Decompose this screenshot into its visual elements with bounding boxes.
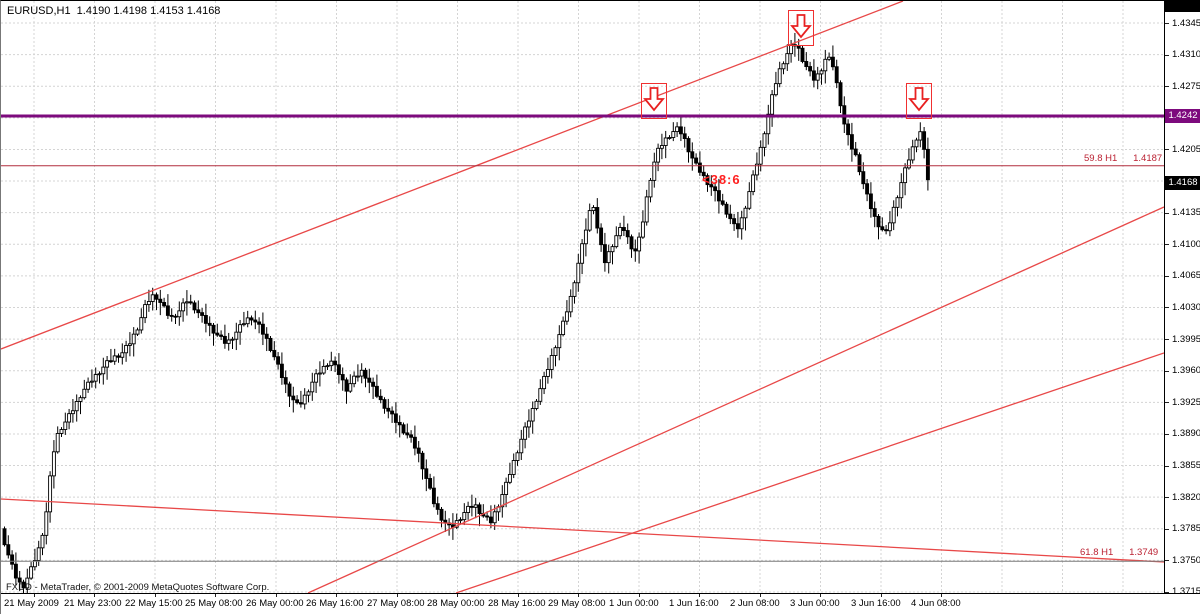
- time-axis-label: 2 Jun 08:00: [730, 598, 780, 609]
- time-axis-label: 26 May 00:00: [246, 598, 304, 609]
- price-axis-tick: [1165, 497, 1169, 499]
- price-axis-label: 1.4310: [1172, 49, 1200, 61]
- gridlines: [1, 1, 1164, 593]
- time-axis-label: 21 May 23:00: [64, 598, 122, 609]
- price-axis-label: 1.4030: [1172, 301, 1200, 313]
- time-axis-label: 3 Jun 00:00: [790, 598, 840, 609]
- price-axis-label: 1.4345: [1172, 17, 1200, 29]
- symbol-ohlc-readout: EURUSD,H1 1.4190 1.4198 1.4153 1.4168: [7, 5, 221, 17]
- trendline-mid-rising[interactable]: [455, 352, 1164, 593]
- time-axis[interactable]: 21 May 2009 21 May 23:00 22 May 15:00 25 Ma…: [1, 594, 1200, 614]
- price-axis-tick: [1165, 244, 1169, 246]
- trendline-lower-channel[interactable]: [307, 206, 1164, 593]
- price-axis-tick: [1165, 339, 1169, 341]
- time-axis-tick: [457, 594, 458, 597]
- down-arrow-marker[interactable]: [641, 83, 667, 124]
- time-axis-tick: [881, 594, 882, 597]
- price-axis-tick: [1165, 528, 1169, 530]
- time-axis-label: 4 Jun 08:00: [911, 598, 961, 609]
- price-axis[interactable]: 1.43451.43101.42751.42401.42051.41701.41…: [1164, 1, 1200, 597]
- price-axis-label: 1.4065: [1172, 270, 1200, 282]
- time-axis-tick: [336, 594, 337, 597]
- price-axis-label: 1.4205: [1172, 143, 1200, 155]
- copyright-text: FXDD - MetaTrader, © 2001-2009 MetaQuote…: [6, 582, 270, 593]
- price-axis-tick: [1165, 402, 1169, 404]
- time-axis-label: 27 May 08:00: [367, 598, 425, 609]
- price-axis-tick: [1165, 54, 1169, 56]
- time-axis-label: 25 May 08:00: [185, 598, 243, 609]
- price-axis-tick: [1165, 307, 1169, 309]
- price-axis-label: 1.3890: [1172, 428, 1200, 440]
- time-axis-tick: [578, 594, 579, 597]
- chart-annotation-text[interactable]: <38:6: [702, 172, 741, 187]
- price-axis-label: 1.4100: [1172, 238, 1200, 250]
- time-axis-tick: [215, 594, 216, 597]
- price-axis-tick: [1165, 86, 1169, 88]
- price-chart-plot[interactable]: [1, 1, 1164, 593]
- time-axis-tick: [820, 594, 821, 597]
- time-axis-label: 28 May 16:00: [488, 598, 546, 609]
- candlestick-series: [2, 32, 930, 593]
- time-axis-label: 29 May 08:00: [548, 598, 606, 609]
- price-axis-tick: [1165, 433, 1169, 435]
- time-axis-tick: [699, 594, 700, 597]
- fib-level-label-59-8: 59.8 H1 1.4187: [1084, 153, 1163, 164]
- trendline-descending[interactable]: [1, 498, 1164, 563]
- time-axis-label: 22 May 15:00: [125, 598, 183, 609]
- price-axis-label: 1.3750: [1172, 554, 1200, 566]
- down-arrow-marker[interactable]: [788, 10, 814, 51]
- time-axis-tick: [518, 594, 519, 597]
- current-price-badge: 1.4168: [1165, 175, 1200, 190]
- price-axis-tick: [1165, 591, 1169, 593]
- time-axis-tick: [397, 594, 398, 597]
- trendline-upper-channel[interactable]: [1, 1, 904, 350]
- time-axis-tick: [639, 594, 640, 597]
- fib-level-label-61-8: 61.8 H1 1.3749: [1080, 547, 1159, 558]
- price-axis-tick: [1165, 275, 1169, 277]
- price-axis-label: 1.4275: [1172, 80, 1200, 92]
- time-axis-label: 1 Jun 16:00: [669, 598, 719, 609]
- time-axis-tick: [155, 594, 156, 597]
- time-axis-label: 3 Jun 16:00: [851, 598, 901, 609]
- time-axis-label: 1 Jun 00:00: [609, 598, 659, 609]
- chart-bottom-border: [1, 593, 1200, 594]
- price-axis-tick: [1165, 23, 1169, 24]
- time-axis-tick: [941, 594, 942, 597]
- price-axis-tick: [1165, 149, 1169, 151]
- price-axis-label: 1.3715: [1172, 586, 1200, 598]
- price-axis-label: 1.3995: [1172, 333, 1200, 345]
- price-axis-tick: [1165, 465, 1169, 467]
- time-axis-tick: [94, 594, 95, 597]
- time-axis-tick: [34, 594, 35, 597]
- price-axis-label: 1.3785: [1172, 523, 1200, 535]
- time-axis-tick: [760, 594, 761, 597]
- price-axis-tick: [1165, 370, 1169, 372]
- top-right-corner-box: [1165, 1, 1200, 12]
- price-axis-label: 1.3960: [1172, 365, 1200, 377]
- time-axis-label: 21 May 2009: [4, 598, 59, 609]
- price-axis-label: 1.4135: [1172, 207, 1200, 219]
- down-arrow-marker[interactable]: [906, 83, 932, 124]
- price-axis-label: 1.3820: [1172, 491, 1200, 503]
- price-axis-tick: [1165, 212, 1169, 214]
- price-axis-tick: [1165, 560, 1169, 562]
- price-axis-label: 1.3855: [1172, 460, 1200, 472]
- level-price-badge: 1.4242: [1165, 109, 1200, 124]
- price-axis-label: 1.3925: [1172, 396, 1200, 408]
- time-axis-tick: [276, 594, 277, 597]
- time-axis-label: 28 May 00:00: [427, 598, 485, 609]
- time-axis-label: 26 May 16:00: [306, 598, 364, 609]
